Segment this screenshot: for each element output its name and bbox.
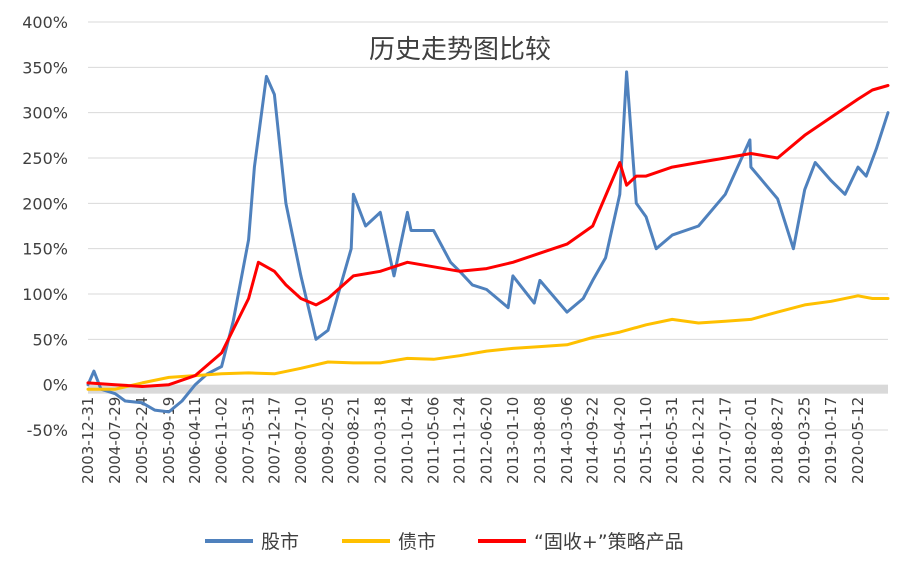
y-tick-label: 350% — [22, 58, 68, 77]
y-tick-label: 400% — [22, 13, 68, 32]
x-tick-label: 2013-08-08 — [531, 397, 549, 484]
x-tick-label: 2007-05-31 — [240, 397, 258, 484]
x-tick-label: 2012-06-20 — [478, 397, 496, 484]
x-tick-label: 2017-07-17 — [716, 397, 734, 484]
x-tick-label: 2016-05-31 — [663, 397, 681, 484]
x-tick-label: 2010-10-14 — [398, 397, 416, 484]
x-tick-label: 2015-04-20 — [611, 397, 629, 484]
x-tick-label: 2007-12-17 — [265, 397, 283, 484]
x-tick-label: 2005-02-24 — [133, 397, 151, 484]
x-tick-label: 2006-11-02 — [213, 397, 231, 484]
gridlines — [88, 21, 888, 431]
series-line-1 — [86, 294, 890, 391]
legend-label: 股市 — [261, 531, 299, 553]
y-axis-ticks: 400% 350% 300% 250% 200% 150% 100% 50% 0% -50% — [22, 13, 68, 440]
x-tick-label: 2014-03-06 — [558, 397, 576, 484]
y-tick-label: 150% — [22, 240, 68, 259]
zero-baseline — [88, 384, 888, 394]
x-axis-ticks: 2003-12-31 2004-07-29 2005-02-24 2005-09-19… — [79, 397, 867, 484]
y-tick-label: -50% — [27, 421, 68, 440]
x-tick-label: 2015-11-10 — [637, 397, 655, 484]
series-line-0 — [86, 70, 890, 414]
x-tick-label: 2020-05-12 — [849, 397, 867, 484]
x-tick-label: 2019-03-25 — [796, 397, 814, 484]
x-tick-label: 2019-10-17 — [822, 397, 840, 484]
x-tick-label: 2018-08-27 — [769, 397, 787, 484]
x-tick-label: 2009-02-05 — [319, 397, 337, 484]
series-line-2 — [86, 84, 890, 388]
x-tick-label: 2003-12-31 — [79, 397, 97, 484]
x-tick-label: 2009-08-21 — [344, 397, 362, 484]
y-tick-label: 300% — [22, 104, 68, 123]
x-tick-label: 2013-01-10 — [504, 397, 522, 484]
y-tick-label: 0% — [43, 376, 68, 395]
y-tick-label: 200% — [22, 194, 68, 213]
x-tick-label: 2004-07-29 — [106, 397, 124, 484]
x-tick-label: 2006-04-11 — [186, 397, 204, 484]
x-tick-label: 2018-02-01 — [742, 397, 760, 484]
x-tick-label: 2014-09-22 — [584, 397, 602, 484]
x-tick-label: 2011-11-24 — [451, 397, 469, 484]
x-tick-label: 2016-12-21 — [689, 397, 707, 484]
x-tick-label: 2008-07-10 — [292, 397, 310, 484]
legend-label: 债市 — [398, 531, 436, 553]
x-tick-label: 2010-03-18 — [371, 397, 389, 484]
x-tick-label: 2005-09-19 — [160, 397, 178, 484]
legend: 股市 债市 “固收+”策略产品 — [205, 531, 684, 553]
series-lines — [86, 70, 890, 414]
chart-title: 历史走势图比较 — [369, 35, 551, 65]
x-tick-label: 2011-05-06 — [425, 397, 443, 484]
y-tick-label: 250% — [22, 149, 68, 168]
legend-label: “固收+”策略产品 — [534, 531, 684, 553]
y-tick-label: 100% — [22, 285, 68, 304]
y-tick-label: 50% — [32, 330, 68, 349]
